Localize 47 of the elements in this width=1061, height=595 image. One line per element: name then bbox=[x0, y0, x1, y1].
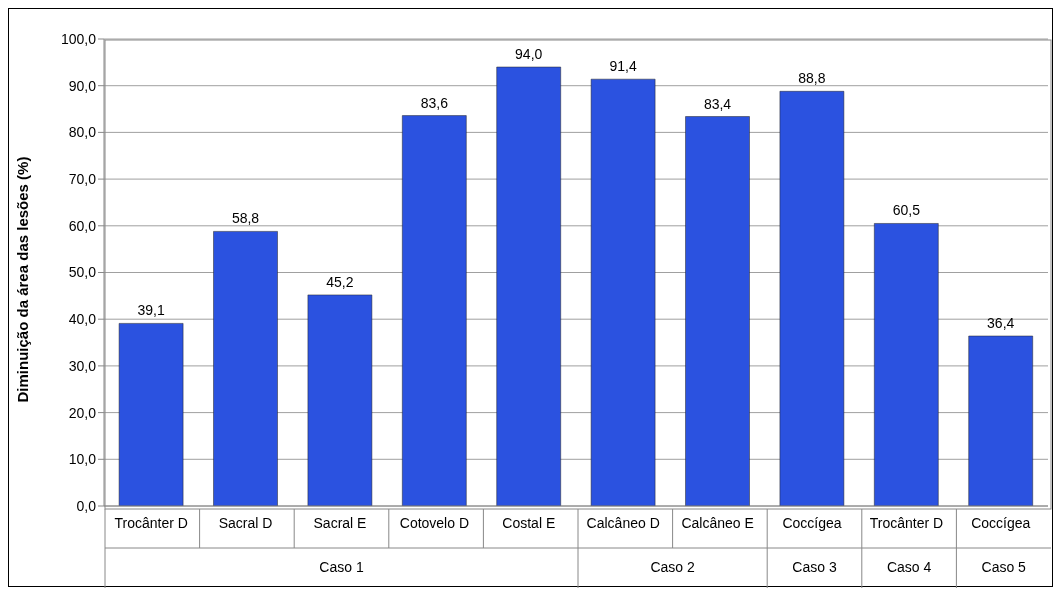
text: Caso 1 bbox=[319, 559, 364, 575]
x-tick-label: Sacral D bbox=[218, 515, 273, 531]
bar bbox=[213, 231, 278, 506]
x-tick-label: Trocânter D bbox=[114, 515, 188, 531]
bar bbox=[968, 335, 1033, 506]
bar bbox=[402, 115, 467, 506]
data-label: 94,0 bbox=[515, 46, 543, 63]
y-axis-title: Diminuição da área das lesões (%) bbox=[14, 156, 32, 403]
data-label: 58,8 bbox=[231, 210, 260, 227]
x-tick-label: Costal E bbox=[502, 515, 556, 531]
y-tick-label: 30,0 bbox=[68, 357, 97, 374]
x-tick-label: Sacral E bbox=[313, 515, 367, 531]
y-tick-label: 0,0 bbox=[76, 497, 97, 514]
bar bbox=[496, 66, 561, 506]
bar bbox=[118, 323, 184, 506]
data-label: 36,4 bbox=[987, 315, 1015, 332]
data-label: 91,4 bbox=[609, 58, 637, 75]
data-label: 45,2 bbox=[326, 273, 354, 290]
data-label: 83,6 bbox=[420, 94, 449, 111]
y-tick-label: 70,0 bbox=[68, 171, 97, 188]
y-tick-label: 60,0 bbox=[68, 217, 97, 234]
x-tick-label: Calcâneo D bbox=[586, 515, 660, 531]
bar bbox=[685, 116, 750, 506]
bar bbox=[307, 294, 373, 506]
bar bbox=[590, 78, 656, 506]
text: Caso 3 bbox=[792, 559, 837, 575]
y-tick-label: 10,0 bbox=[68, 451, 97, 468]
x-tick-label: Trocânter D bbox=[869, 515, 944, 531]
x-tick-label: Cotovelo D bbox=[399, 515, 470, 531]
data-label: 88,8 bbox=[798, 70, 826, 87]
y-tick-label: 80,0 bbox=[68, 124, 97, 141]
data-label: 83,4 bbox=[703, 95, 732, 112]
y-tick-label: 90,0 bbox=[68, 77, 97, 94]
y-tick-label: 20,0 bbox=[68, 404, 97, 421]
y-tick-label: 50,0 bbox=[68, 264, 97, 281]
x-tick-label: Coccígea bbox=[782, 515, 842, 531]
y-tick-label: 40,0 bbox=[68, 311, 97, 328]
x-tick-label: Coccígea bbox=[971, 515, 1031, 531]
text: Caso 5 bbox=[981, 559, 1027, 575]
y-tick-label: 100,0 bbox=[60, 30, 97, 47]
bar bbox=[779, 91, 845, 506]
text: Caso 2 bbox=[650, 559, 695, 575]
data-label: 39,1 bbox=[137, 302, 165, 319]
x-tick-label: Calcâneo E bbox=[681, 515, 754, 531]
data-label: 60,5 bbox=[892, 202, 921, 219]
bar bbox=[874, 223, 939, 506]
text: Caso 4 bbox=[886, 559, 932, 575]
